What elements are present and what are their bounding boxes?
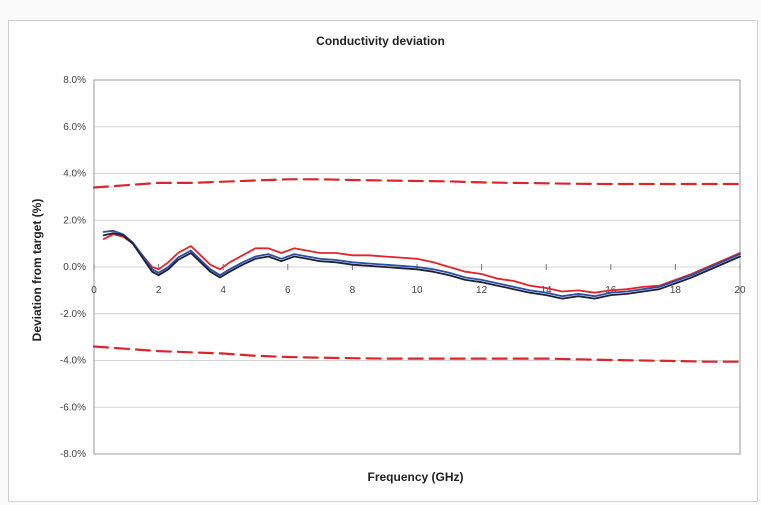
y-tick-label: -6.0% — [60, 402, 86, 413]
x-tick-label: 18 — [670, 285, 682, 296]
x-tick-label: 0 — [91, 285, 97, 296]
measurement-line-2 — [102, 233, 741, 294]
x-tick-label: 20 — [734, 285, 746, 296]
limit-line-0 — [92, 178, 742, 189]
x-tick-label: 10 — [411, 285, 423, 296]
measurement-line-4 — [102, 232, 741, 300]
x-tick-label: 12 — [476, 285, 488, 296]
x-tick-label: 8 — [350, 285, 356, 296]
y-tick-label: 4.0% — [63, 169, 86, 180]
y-tick-label: 8.0% — [63, 75, 86, 86]
chart-area — [8, 20, 758, 502]
y-tick-label: 2.0% — [63, 215, 86, 226]
x-tick-label: 14 — [541, 285, 553, 296]
x-tick-label: 2 — [156, 285, 162, 296]
y-tick-label: -8.0% — [60, 449, 86, 460]
chart-title: Conductivity deviation — [316, 34, 445, 48]
y-tick-label: 0.0% — [63, 262, 86, 273]
y-tick-label: -2.0% — [60, 309, 86, 320]
x-tick-label: 4 — [220, 285, 226, 296]
y-tick-label: 6.0% — [63, 122, 86, 133]
x-tick-label: 6 — [285, 285, 291, 296]
measurement-line-3 — [102, 229, 741, 298]
limit-line-1 — [92, 345, 742, 363]
y-tick-label: -4.0% — [60, 356, 86, 367]
x-axis-label: Frequency (GHz) — [367, 470, 464, 484]
